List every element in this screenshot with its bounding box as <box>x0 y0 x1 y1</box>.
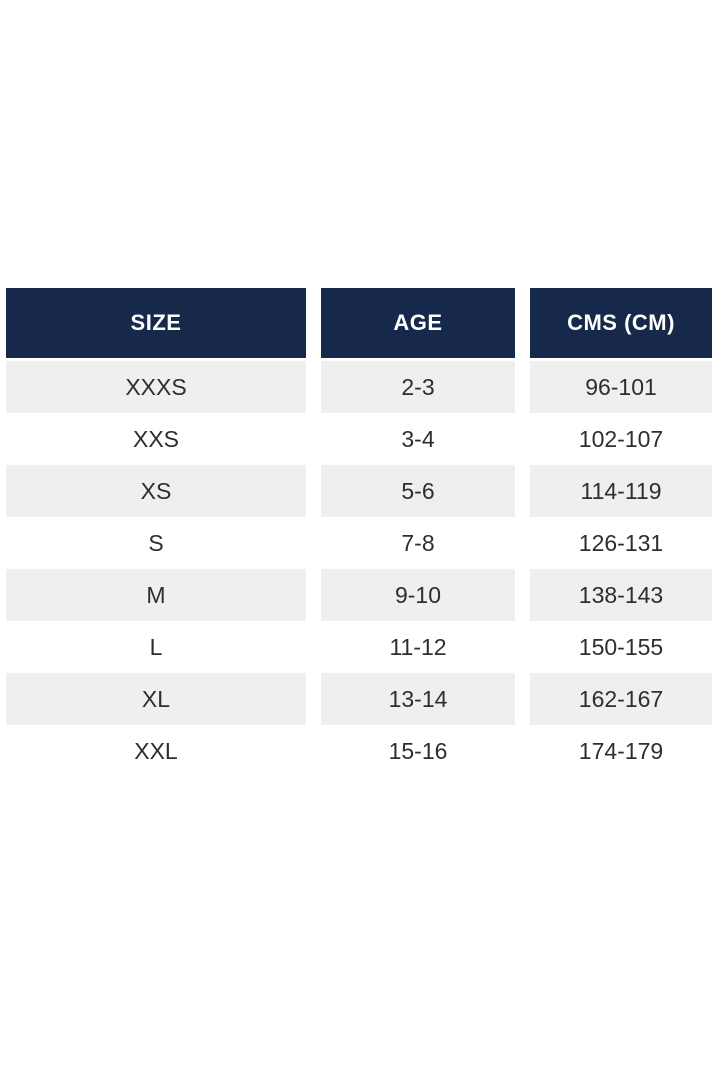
table-row: XL 13-14 162-167 <box>6 673 712 725</box>
table-cell-age: 9-10 <box>321 569 515 621</box>
table-cell-size: XS <box>6 465 306 517</box>
table-cell-size: L <box>6 621 306 673</box>
table-cell-size: M <box>6 569 306 621</box>
table-cell-cms: 138-143 <box>530 569 712 621</box>
table-cell-size: XXS <box>6 413 306 465</box>
table-cell-cms: 114-119 <box>530 465 712 517</box>
column-header-size: SIZE <box>6 288 306 358</box>
table-cell-age: 13-14 <box>321 673 515 725</box>
column-header-age: AGE <box>321 288 515 358</box>
table-cell-cms: 150-155 <box>530 621 712 673</box>
table-cell-size: XL <box>6 673 306 725</box>
size-chart-header-row: SIZE AGE CMS (CM) <box>6 288 712 358</box>
size-chart-rows: XXXS 2-3 96-101 XXS 3-4 102-107 XS 5-6 114-119 S 7… <box>6 361 712 777</box>
table-cell-age: 11-12 <box>321 621 515 673</box>
table-cell-age: 3-4 <box>321 413 515 465</box>
table-cell-cms: 126-131 <box>530 517 712 569</box>
table-row: XXXS 2-3 96-101 <box>6 361 712 413</box>
column-header-cms: CMS (CM) <box>530 288 712 358</box>
table-row: L 11-12 150-155 <box>6 621 712 673</box>
table-cell-size: XXL <box>6 725 306 777</box>
table-cell-age: 5-6 <box>321 465 515 517</box>
table-cell-cms: 174-179 <box>530 725 712 777</box>
table-cell-size: S <box>6 517 306 569</box>
table-cell-cms: 162-167 <box>530 673 712 725</box>
size-chart-table: SIZE AGE CMS (CM) XXXS 2-3 96-101 XXS 3-4 102… <box>6 288 712 777</box>
table-cell-cms: 102-107 <box>530 413 712 465</box>
table-row: XXS 3-4 102-107 <box>6 413 712 465</box>
table-row: XXL 15-16 174-179 <box>6 725 712 777</box>
table-row: S 7-8 126-131 <box>6 517 712 569</box>
table-cell-age: 15-16 <box>321 725 515 777</box>
table-cell-age: 2-3 <box>321 361 515 413</box>
table-row: XS 5-6 114-119 <box>6 465 712 517</box>
table-cell-age: 7-8 <box>321 517 515 569</box>
table-cell-cms: 96-101 <box>530 361 712 413</box>
table-row: M 9-10 138-143 <box>6 569 712 621</box>
table-cell-size: XXXS <box>6 361 306 413</box>
